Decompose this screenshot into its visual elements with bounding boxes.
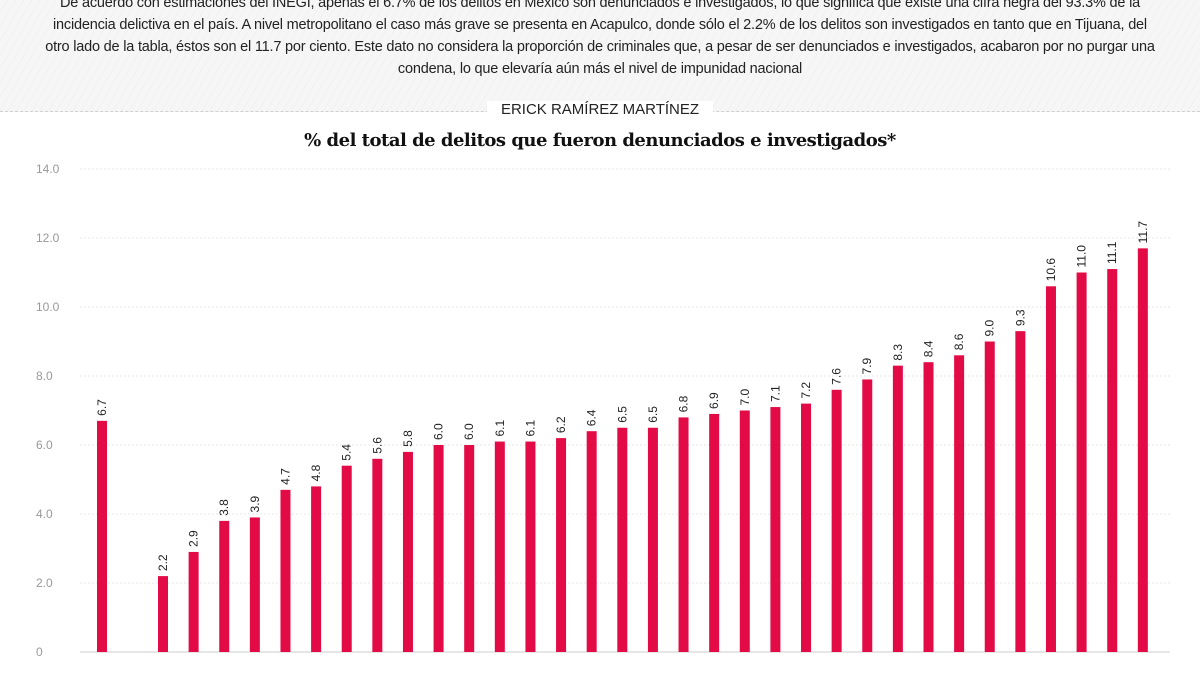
y-tick-label: 10.0 [36,300,60,314]
value-label: 8.4 [922,340,936,357]
bar [709,413,720,652]
value-label: 9.0 [983,319,997,336]
value-label: 7.2 [799,382,813,399]
value-label: 5.8 [401,430,415,447]
bar [402,451,413,652]
value-label: 7.9 [860,357,874,374]
bar [556,438,567,652]
value-label: 9.3 [1013,309,1027,326]
value-label: 11.0 [1075,245,1089,268]
intro-panel: De acuerdo con estimaciones del INEGI, a… [0,0,1200,112]
value-label: 6.0 [462,423,476,440]
bar [801,403,812,652]
bar [586,431,597,652]
y-tick-label: 4.0 [36,507,53,521]
value-label: 2.2 [156,554,170,571]
value-label: 6.0 [432,423,446,440]
y-tick-label: 8.0 [36,369,53,383]
value-label: 7.1 [768,385,782,402]
bar [311,486,322,652]
bar [984,341,995,652]
chart-title: % del total de delitos que fueron denunc… [304,130,896,151]
bar [831,389,842,652]
bar [770,407,781,652]
bar [97,420,107,652]
bar [1076,272,1087,652]
value-label: 8.6 [952,333,966,350]
bar [341,465,352,652]
value-label: 6.8 [677,395,691,412]
bar [433,445,444,652]
bar [249,517,260,652]
y-tick-label: 0 [36,645,43,659]
bar [954,355,965,652]
y-tick-label: 6.0 [36,438,53,452]
bar [892,365,903,652]
y-tick-label: 14.0 [36,162,60,176]
bar [464,445,475,652]
value-label: 6.9 [707,392,721,409]
bar [647,427,658,652]
value-label: 6.4 [585,409,599,426]
value-label: 4.7 [278,468,292,485]
bar [617,427,628,652]
bar [862,379,873,652]
y-tick-label: 2.0 [36,576,53,590]
bar [280,489,291,652]
bar [494,441,505,652]
intro-text: De acuerdo con estimaciones del INEGI, a… [45,0,1155,77]
author-name: ERICK RAMÍREZ MARTÍNEZ [486,101,714,118]
bar [372,458,383,652]
value-label: 4.8 [309,464,323,481]
bar [923,362,934,652]
value-label: 6.7 [95,399,109,416]
value-label: 7.0 [738,388,752,405]
bar [219,520,230,652]
bar [158,576,168,652]
value-label: 6.1 [493,420,507,437]
value-label: 11.1 [1105,241,1119,264]
value-label: 10.6 [1044,258,1058,282]
value-label: 3.9 [248,495,262,512]
bar [678,417,689,652]
value-label: 2.9 [187,530,201,547]
value-label: 5.6 [370,437,384,454]
value-label: 8.3 [891,344,905,361]
value-label: 7.6 [830,368,844,385]
y-tick-label: 12.0 [36,231,60,245]
bar [739,410,750,652]
author-byline: ERICK RAMÍREZ MARTÍNEZ [0,101,1200,119]
bar [1137,248,1148,652]
value-label: 6.5 [646,406,660,423]
bar [188,551,199,652]
value-label: 6.2 [554,416,568,433]
bar [1107,269,1118,652]
value-label: 3.8 [217,499,231,516]
value-label: 5.4 [340,444,354,461]
bar [1045,286,1056,652]
bar [525,441,536,652]
bar [1015,331,1026,652]
value-label: 6.5 [615,406,629,423]
value-label: 11.7 [1136,221,1150,244]
value-label: 6.1 [523,420,537,437]
